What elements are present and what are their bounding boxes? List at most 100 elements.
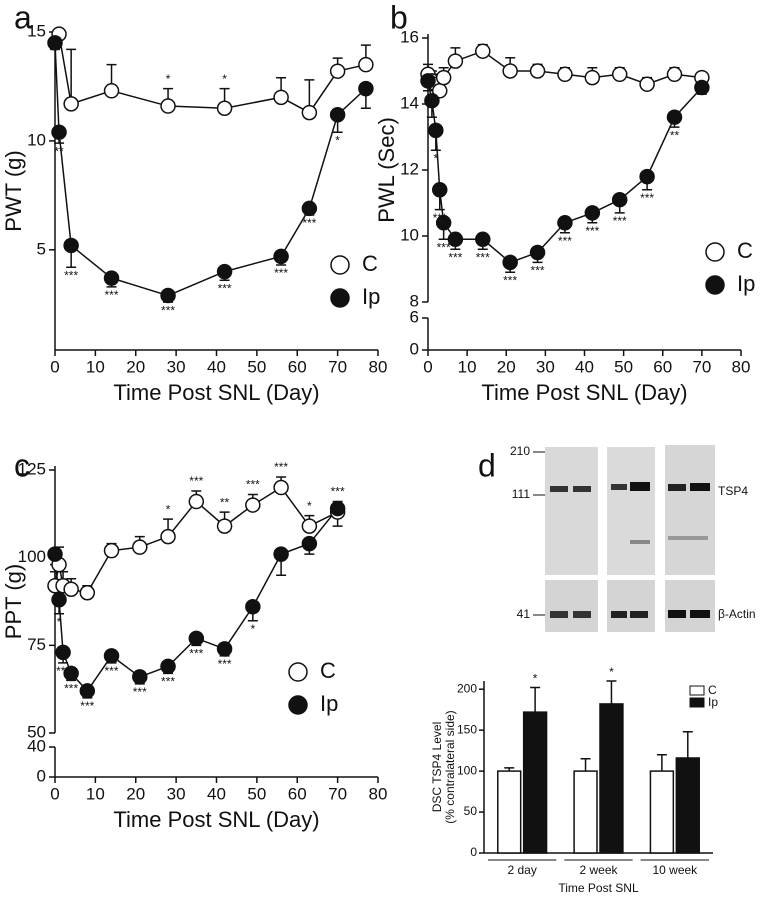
x-tick-label: 40 [207, 357, 226, 376]
panel-letter: c [14, 447, 30, 483]
x-tick-label: 80 [732, 357, 751, 376]
protein-label: TSP4 [718, 484, 748, 498]
significance: ** [54, 144, 64, 158]
y-axis-title: DSC TSP4 Level [430, 722, 444, 813]
series-line [54, 42, 367, 297]
error-bar [530, 686, 541, 713]
y-tick-label: 8 [410, 291, 419, 310]
blot-band [630, 611, 648, 618]
blot-band [668, 484, 686, 491]
data-point [103, 648, 120, 664]
x-tick-label: 0 [50, 357, 59, 376]
blot: 210 111 41 TSP4 β-Actin [510, 444, 756, 632]
data-point [216, 100, 233, 116]
significance: * [166, 72, 171, 86]
legend-marker [689, 697, 705, 708]
data-point [329, 107, 346, 123]
x-tick-label: 0 [50, 784, 59, 803]
y-tick-label: 10 [27, 130, 46, 149]
x-axis-title: Time Post SNL (Day) [481, 380, 687, 405]
data-point [301, 535, 318, 552]
significance: *** [640, 191, 654, 205]
y-axis-title: PWL (Sec) [374, 117, 399, 223]
y-axis-title: PWT (g) [1, 150, 26, 231]
data-point [420, 73, 436, 89]
significance: *** [189, 474, 203, 488]
data-point [160, 98, 176, 114]
y-tick-label: 14 [400, 93, 419, 112]
x-tick-label: 60 [653, 357, 672, 376]
significance: *** [531, 264, 545, 278]
y-tick-label: 150 [457, 722, 477, 736]
blot-band [573, 486, 591, 492]
bar [675, 757, 700, 854]
x-tick-label: 50 [247, 784, 266, 803]
x-tick-label: 80 [369, 357, 388, 376]
x-tick-label: 20 [126, 784, 145, 803]
legend-marker [288, 662, 308, 682]
x-tick-label: 20 [126, 357, 145, 376]
data-point [329, 500, 346, 517]
blot-lane [607, 580, 655, 632]
marker-label: 111 [512, 487, 531, 501]
data-point [358, 56, 374, 73]
data-point [529, 63, 546, 79]
significance: *** [274, 266, 288, 280]
y-tick-label: 100 [18, 547, 46, 566]
legend-label: Ip [362, 284, 380, 309]
x-tick-label: 20 [497, 357, 516, 376]
blot-lane [545, 580, 598, 632]
legend-label: Ip [320, 691, 338, 716]
blot-band [573, 611, 591, 618]
data-point [63, 96, 79, 112]
x-axis-title: Time Post SNL [558, 881, 639, 895]
error-bar [656, 753, 667, 772]
data-point [245, 599, 261, 615]
bar [573, 770, 598, 854]
y-tick-label: 12 [400, 159, 419, 178]
data-point [666, 109, 683, 125]
significance: *** [558, 234, 572, 248]
data-point [301, 518, 318, 534]
significance: *** [80, 699, 94, 713]
significance: *** [274, 460, 288, 474]
y-tick-label: 50 [464, 804, 478, 818]
data-point [132, 669, 148, 685]
blot-lane [607, 447, 655, 575]
y-tick-label: 125 [18, 459, 46, 478]
y-tick-label: 5 [37, 239, 46, 258]
data-point [63, 237, 79, 254]
blot-band [630, 540, 650, 544]
error-bar [580, 758, 591, 772]
data-point [529, 244, 546, 261]
significance: ** [670, 128, 680, 142]
data-point [55, 644, 71, 661]
significance: *** [448, 250, 462, 264]
legend-label: C [708, 683, 717, 697]
legend-marker [288, 695, 308, 715]
significance: * [335, 133, 340, 147]
blot-band [668, 610, 686, 618]
significance: *** [64, 268, 78, 282]
data-point [584, 69, 601, 86]
error-bar [606, 680, 617, 704]
data-point [301, 200, 318, 217]
legend-marker [705, 242, 725, 262]
significance: *** [476, 250, 490, 264]
data-point [329, 63, 346, 79]
legend-marker [705, 275, 725, 295]
x-tick-label: 50 [614, 357, 633, 376]
y-tick-label: 40 [27, 736, 46, 755]
x-tick-label: 70 [328, 784, 347, 803]
blot-band [630, 482, 650, 491]
significance: *** [302, 216, 316, 230]
series-line [58, 34, 367, 114]
data-point [47, 546, 63, 562]
legend-marker [330, 288, 350, 308]
significance: *** [613, 214, 627, 228]
data-point [103, 270, 120, 286]
data-point [160, 528, 176, 545]
data-point [63, 581, 79, 597]
x-axis-title: Time Post SNL (Day) [113, 807, 319, 832]
y-axis-title: (% contralateral side) [443, 710, 457, 823]
